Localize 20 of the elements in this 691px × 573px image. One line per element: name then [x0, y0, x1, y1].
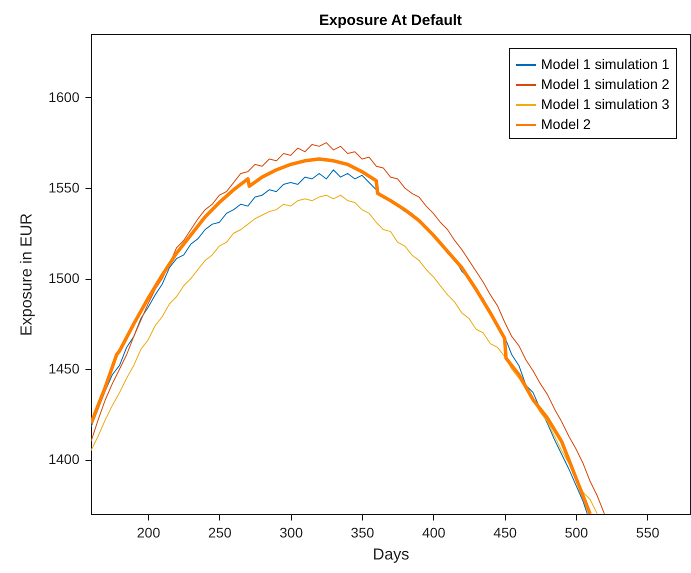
x-tick-label: 500	[564, 524, 588, 540]
x-tick-label: 200	[136, 524, 160, 540]
y-tick-label: 1500	[48, 270, 80, 286]
y-tick-label: 1400	[48, 451, 80, 468]
legend-label: Model 1 simulation 1	[541, 56, 670, 72]
x-tick-label: 400	[422, 524, 446, 540]
chart-title: Exposure At Default	[319, 12, 462, 29]
x-tick-label: 350	[350, 524, 374, 540]
x-tick-label: 550	[636, 524, 660, 540]
x-tick-label: 450	[493, 524, 517, 540]
x-tick-label: 300	[279, 524, 304, 540]
legend-label: Model 1 simulation 2	[541, 76, 670, 92]
y-tick-label: 1600	[48, 88, 80, 105]
x-axis-title: Days	[372, 546, 410, 564]
legend-label: Model 1 simulation 3	[541, 96, 670, 112]
x-tick-label: 250	[208, 524, 232, 540]
y-axis-title: Exposure in EUR	[18, 213, 36, 336]
y-tick-label: 1450	[48, 360, 80, 377]
legend-label: Model 2	[541, 116, 592, 132]
y-tick-label: 1550	[48, 179, 80, 196]
